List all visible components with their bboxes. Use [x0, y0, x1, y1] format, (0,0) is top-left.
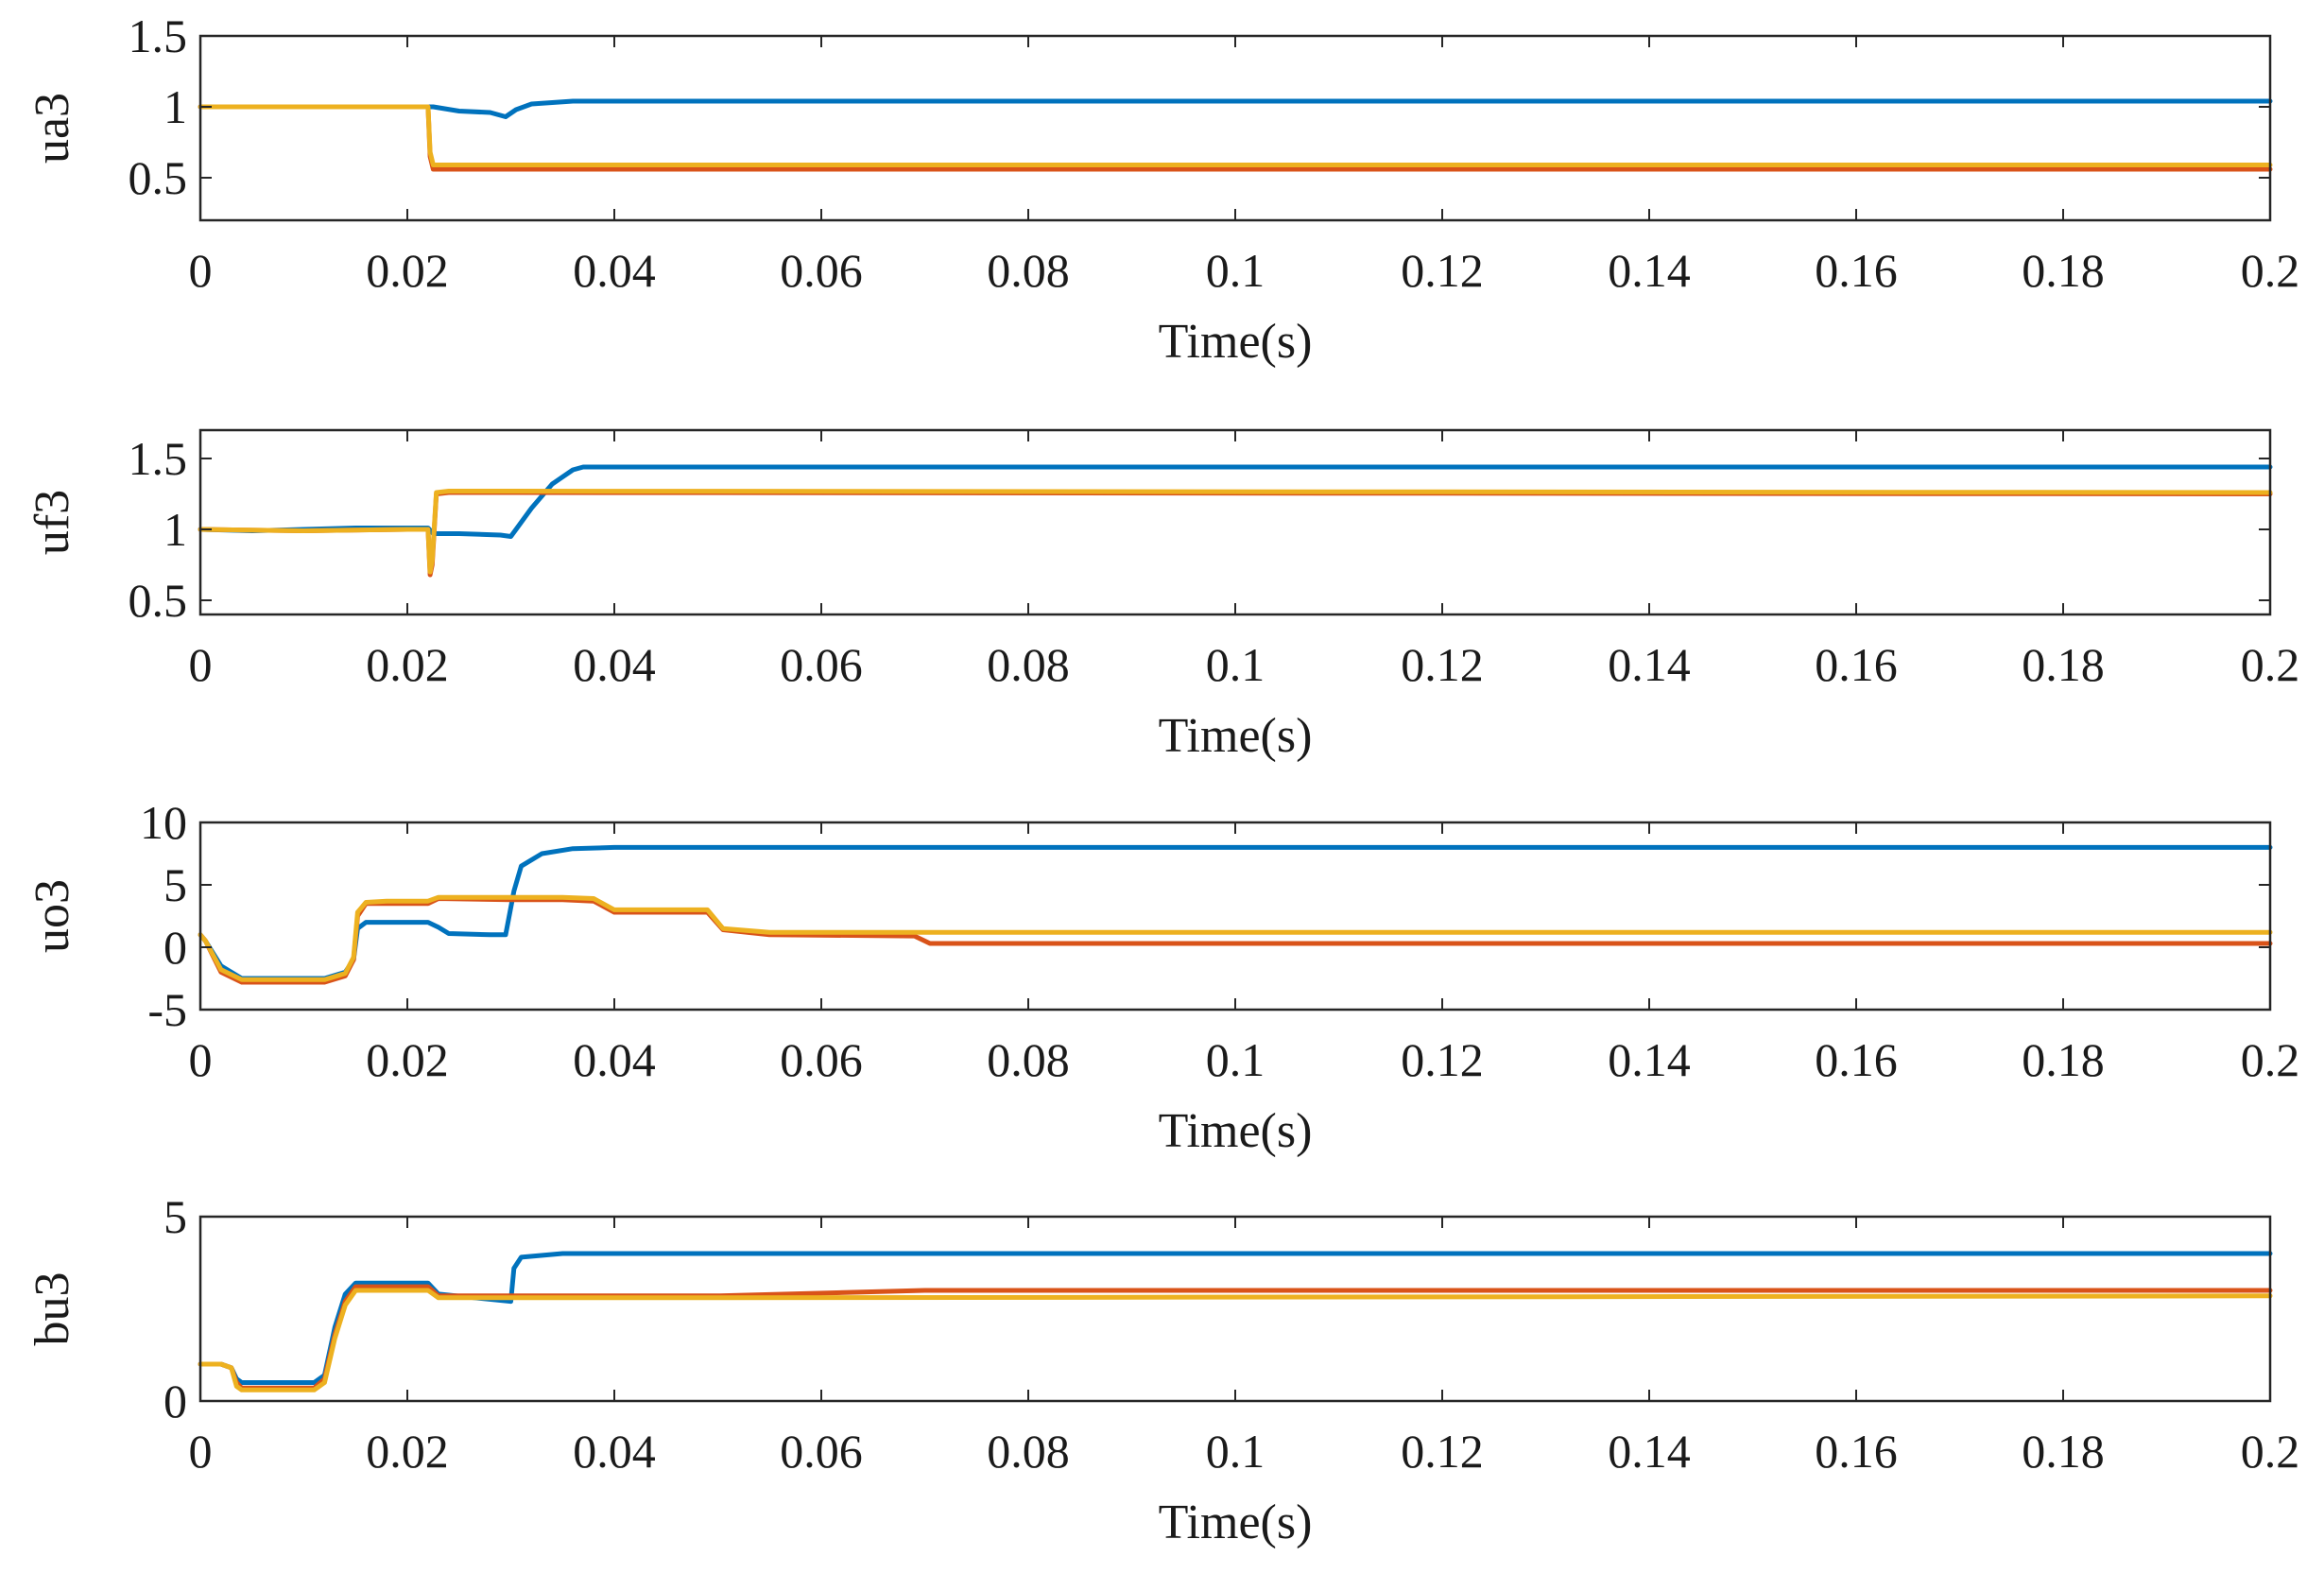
y-tick-label: 10	[140, 796, 187, 849]
x-tick-label: 0.12	[1401, 638, 1484, 691]
x-tick-label: 0	[189, 638, 213, 691]
x-tick-label: 0.14	[1608, 1425, 1691, 1478]
x-tick-label: 0.1	[1206, 638, 1265, 691]
x-tick-label: 0.08	[987, 1033, 1070, 1086]
subplot-bu3: 0 0.02 0.04 0.06 0.08 0.1 0.12 0.14 0.16 0.18 0.2 0…	[26, 1190, 2299, 1549]
x-tick-label: 0.02	[366, 1033, 449, 1086]
y-tick-label: 1.5	[129, 432, 188, 485]
subplot-ua3: 0 0.02 0.04 0.06 0.08 0.1 0.12 0.14 0.16 0.18 0.2 0…	[26, 9, 2299, 369]
x-tick-label: 0.12	[1401, 1033, 1484, 1086]
x-tick-label: 0	[189, 1425, 213, 1478]
y-axis-label: uo3	[26, 879, 79, 953]
x-tick-label: 0.18	[2022, 638, 2105, 691]
x-tick-label: 0.2	[2241, 244, 2300, 297]
x-tick-label: 0.04	[573, 244, 656, 297]
x-tick-label: 0.14	[1608, 638, 1691, 691]
y-tick-label: 5	[164, 858, 187, 911]
x-tick-label: 0.14	[1608, 244, 1691, 297]
series-line-3	[198, 894, 2273, 982]
subplot-uo3: 0 0.02 0.04 0.06 0.08 0.1 0.12 0.14 0.16 0.18 0.2 -…	[26, 796, 2299, 1158]
series-line-3	[198, 104, 2273, 167]
x-tick-label: 0.08	[987, 244, 1070, 297]
x-tick-label: 0.06	[780, 1425, 863, 1478]
x-tick-label: 0.02	[366, 244, 449, 297]
x-tick-label: 0	[189, 244, 213, 297]
axes-frame	[198, 1215, 2272, 1403]
y-tick-label: 0	[164, 921, 187, 974]
y-tick-label: 1	[164, 503, 187, 556]
y-tick-label: 1	[164, 80, 187, 133]
series-line-1	[198, 844, 2273, 981]
y-tick-label: 0	[164, 1375, 187, 1427]
series-line-3	[198, 489, 2273, 575]
y-tick-label: 1.5	[129, 9, 188, 62]
x-tick-label: 0.04	[573, 638, 656, 691]
axes-frame	[198, 428, 2272, 616]
x-tick-label: 0.02	[366, 638, 449, 691]
x-tick-label: 0.16	[1815, 1425, 1898, 1478]
x-tick-label: 0.06	[780, 244, 863, 297]
x-tick-label: 0.1	[1206, 244, 1265, 297]
x-tick-label: 0.14	[1608, 1033, 1691, 1086]
x-tick-label: 0.08	[987, 1425, 1070, 1478]
y-axis-label: uf3	[26, 490, 79, 555]
y-tick-label: -5	[147, 983, 187, 1036]
x-tick-label: 0.16	[1815, 638, 1898, 691]
x-axis-label: Time(s)	[1159, 1104, 1313, 1158]
series-line-1	[198, 98, 2273, 119]
x-tick-label: 0.06	[780, 1033, 863, 1086]
y-tick-label: 5	[164, 1190, 187, 1243]
x-axis-label: Time(s)	[1159, 315, 1313, 369]
y-tick-label: 0.5	[129, 151, 188, 204]
x-axis-label: Time(s)	[1159, 709, 1313, 763]
x-tick-label: 0.08	[987, 638, 1070, 691]
x-tick-label: 0.2	[2241, 1425, 2300, 1478]
series-line-2	[198, 104, 2273, 172]
series-line-3	[198, 1288, 2273, 1392]
subplot-uf3: 0 0.02 0.04 0.06 0.08 0.1 0.12 0.14 0.16 0.18 0.2 0…	[26, 428, 2300, 763]
x-tick-label: 0.06	[780, 638, 863, 691]
axes-frame	[198, 34, 2272, 222]
y-tick-label: 0.5	[129, 574, 188, 627]
series-line-1	[198, 464, 2273, 539]
x-tick-label: 0.2	[2241, 638, 2300, 691]
x-tick-label: 0.16	[1815, 244, 1898, 297]
x-tick-label: 0.18	[2022, 1033, 2105, 1086]
series-line-1	[198, 1251, 2273, 1385]
x-tick-label: 0.02	[366, 1425, 449, 1478]
y-axis-label: bu3	[26, 1272, 79, 1346]
x-tick-label: 0.16	[1815, 1033, 1898, 1086]
x-axis-label: Time(s)	[1159, 1496, 1313, 1549]
x-tick-label: 0.18	[2022, 1425, 2105, 1478]
x-tick-label: 0.2	[2241, 1033, 2300, 1086]
x-tick-label: 0.04	[573, 1425, 656, 1478]
x-tick-label: 0.18	[2022, 244, 2105, 297]
x-tick-label: 0.04	[573, 1033, 656, 1086]
x-tick-label: 0.12	[1401, 244, 1484, 297]
x-tick-label: 0	[189, 1033, 213, 1086]
x-tick-label: 0.12	[1401, 1425, 1484, 1478]
y-axis-label: ua3	[26, 93, 79, 164]
x-tick-label: 0.1	[1206, 1033, 1265, 1086]
x-tick-label: 0.1	[1206, 1425, 1265, 1478]
